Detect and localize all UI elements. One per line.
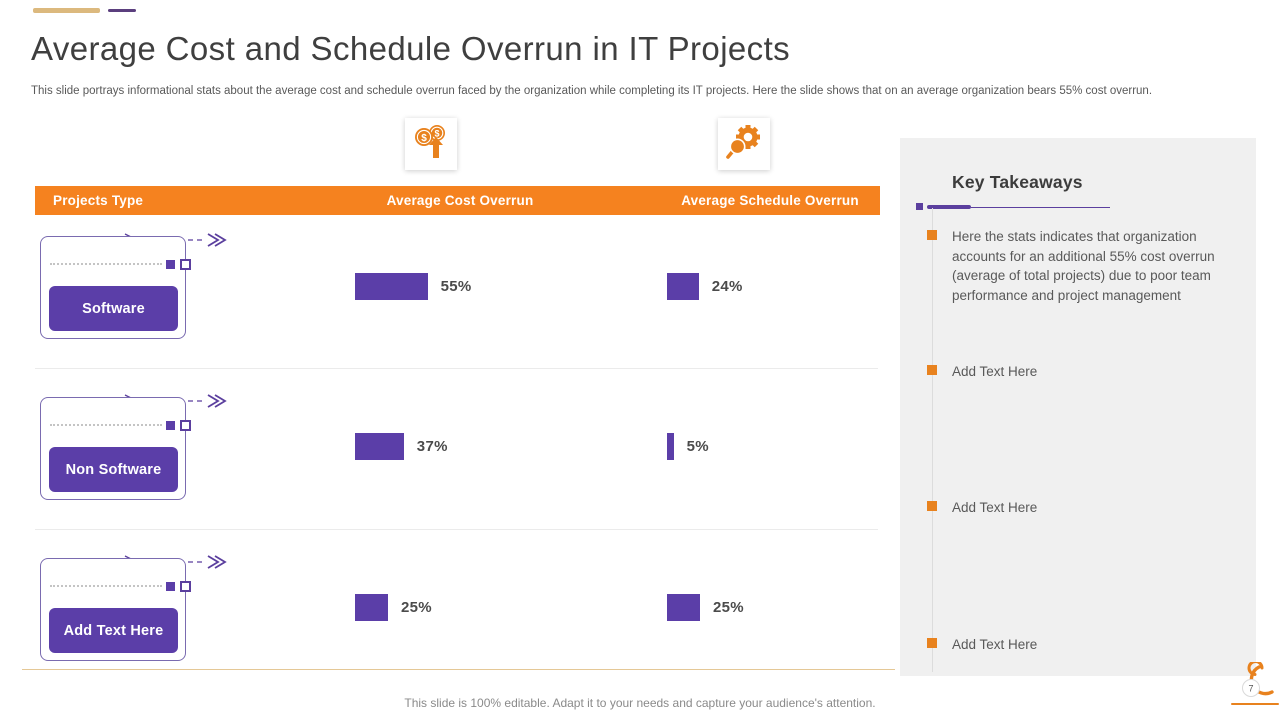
cost-bar-non-software <box>355 433 404 460</box>
accent-bar-purple <box>108 9 136 12</box>
footer-note: This slide is 100% editable. Adapt it to… <box>404 696 876 710</box>
page-subtitle: This slide portrays informational stats … <box>31 85 1153 97</box>
svg-text:$: $ <box>421 132 427 143</box>
page-number: 7 <box>1248 684 1253 694</box>
dotted-line <box>50 424 162 426</box>
row-divider <box>35 529 878 530</box>
cost-bar-cell: 25% <box>355 594 432 621</box>
gear-magnifier-icon <box>725 123 763 166</box>
schedule-bar-cell: 25% <box>667 594 744 621</box>
takeaway-text: Here the stats indicates that organizati… <box>952 229 1215 303</box>
bullet-square-icon <box>927 230 937 240</box>
cost-value-label: 25% <box>401 599 432 616</box>
dotted-line <box>50 263 162 265</box>
schedule-value-label: 24% <box>711 278 743 295</box>
schedule-value-label: 5% <box>686 438 709 455</box>
outline-square-marker <box>180 420 191 431</box>
title-underline-thick <box>927 205 971 209</box>
cost-value-label: 55% <box>440 278 472 295</box>
schedule-bar-non-software <box>667 433 674 460</box>
cost-bar-cell: 37% <box>355 433 448 460</box>
cost-bar-software <box>355 273 428 300</box>
cost-bar-add-text <box>355 594 388 621</box>
takeaway-item[interactable]: Add Text Here <box>927 635 1227 655</box>
takeaway-item: Here the stats indicates that organizati… <box>927 227 1227 305</box>
outline-square-marker <box>180 581 191 592</box>
cost-icon-card: $ $ <box>405 118 457 170</box>
filled-square-marker <box>166 421 175 430</box>
takeaway-text: Add Text Here <box>952 637 1038 652</box>
svg-text:$: $ <box>434 128 439 138</box>
panel-vertical-rule <box>932 208 933 672</box>
schedule-bar-software <box>667 273 699 300</box>
schedule-bar-cell: 5% <box>667 433 709 460</box>
outline-square-marker <box>180 259 191 270</box>
filled-square-marker <box>166 260 175 269</box>
schedule-bar-cell: 24% <box>667 273 743 300</box>
takeaway-item[interactable]: Add Text Here <box>927 362 1227 382</box>
takeaway-text: Add Text Here <box>952 364 1038 379</box>
key-takeaways-title: Key Takeaways <box>952 172 1083 192</box>
bullet-square-icon <box>927 501 937 511</box>
column-header-schedule-overrun: Average Schedule Overrun <box>681 193 859 208</box>
column-header-projects-type: Projects Type <box>53 193 144 208</box>
takeaway-text: Add Text Here <box>952 500 1038 515</box>
table-bottom-rule <box>22 669 895 670</box>
accent-bar-tan <box>33 8 100 13</box>
bullet-square-icon <box>927 638 937 648</box>
dotted-line <box>50 585 162 587</box>
takeaway-item[interactable]: Add Text Here <box>927 498 1227 518</box>
row-label-non-software[interactable]: Non Software <box>49 447 178 492</box>
dollar-coins-growth-icon: $ $ <box>412 123 450 166</box>
title-accent-square <box>916 203 923 210</box>
page-title: Average Cost and Schedule Overrun in IT … <box>31 30 791 67</box>
bullet-square-icon <box>927 365 937 375</box>
schedule-bar-add-text <box>667 594 700 621</box>
filled-square-marker <box>166 582 175 591</box>
column-header-cost-overrun: Average Cost Overrun <box>386 193 534 208</box>
key-takeaways-panel: Key Takeaways Here the stats indicates t… <box>900 138 1256 676</box>
row-divider <box>35 368 878 369</box>
brand-logo: 7 <box>1226 660 1280 712</box>
cost-value-label: 37% <box>416 438 448 455</box>
table-header: Projects Type Average Cost Overrun Avera… <box>35 186 880 215</box>
row-label-software[interactable]: Software <box>49 286 178 331</box>
title-underline-thin <box>971 206 1110 208</box>
schedule-icon-card <box>718 118 770 170</box>
cost-bar-cell: 55% <box>355 273 472 300</box>
row-label-add-text[interactable]: Add Text Here <box>49 608 178 653</box>
schedule-value-label: 25% <box>713 599 744 616</box>
